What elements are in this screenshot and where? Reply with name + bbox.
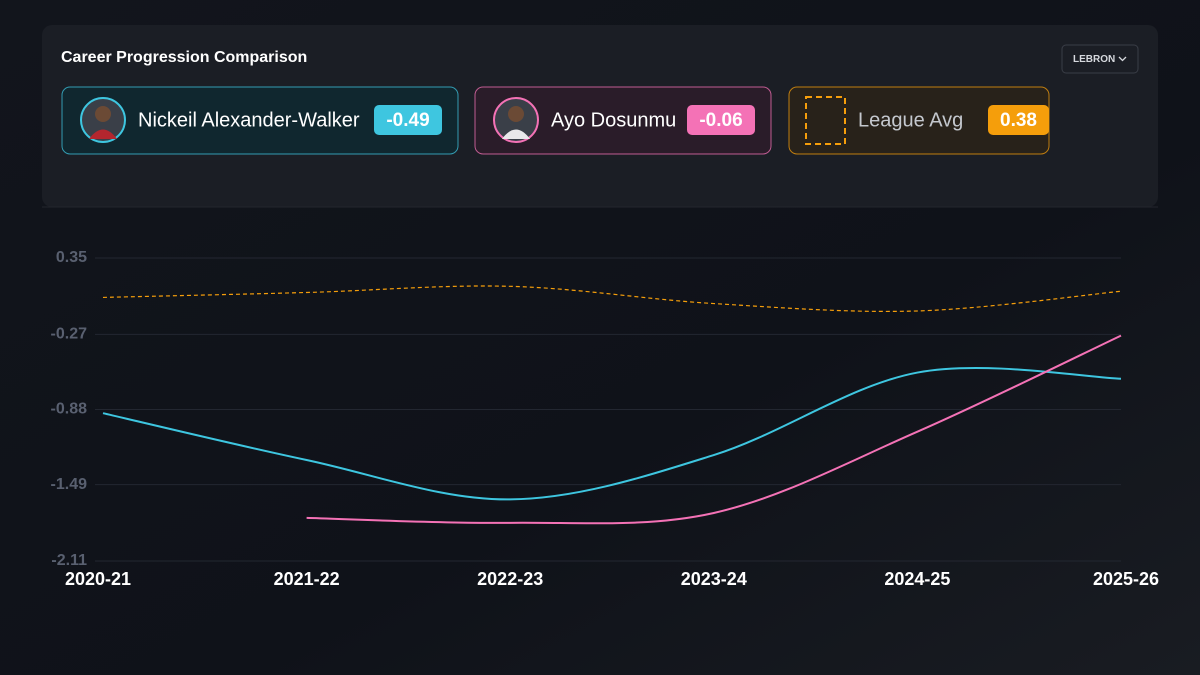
series-line xyxy=(306,334,1122,525)
value-badge-label: -0.06 xyxy=(699,110,742,131)
legend-card[interactable] xyxy=(61,86,459,155)
legend-name[interactable]: League Avg xyxy=(858,109,963,131)
avatar-head xyxy=(95,106,111,122)
legend-name[interactable]: Ayo Dosunmu xyxy=(551,109,676,131)
y-tick-label: -1.49 xyxy=(51,476,88,493)
metric-dropdown[interactable]: LEBRON xyxy=(1061,44,1139,74)
x-tick-label: 2025-26 xyxy=(1093,569,1159,589)
legend-name[interactable]: Nickeil Alexander-Walker xyxy=(138,109,360,131)
value-badge-label: -0.49 xyxy=(386,110,429,131)
value-badge-label: 0.38 xyxy=(1000,110,1037,131)
avatar-body xyxy=(502,129,530,139)
legend: Nickeil Alexander-Walker -0.49 Ayo Dosunmu… xyxy=(61,86,1050,155)
legend-item[interactable]: Nickeil Alexander-Walker -0.49 xyxy=(61,86,459,155)
x-tick-label: 2020-21 xyxy=(65,569,131,589)
x-tick-label: 2024-25 xyxy=(884,569,950,589)
y-tick-label: 0.35 xyxy=(56,249,87,266)
chevron xyxy=(1118,56,1127,62)
x-tick-label: 2023-24 xyxy=(681,569,747,589)
legend-item[interactable]: Ayo Dosunmu -0.06 xyxy=(474,86,772,155)
series-line xyxy=(102,366,1122,501)
dropdown-label[interactable]: LEBRON xyxy=(1073,54,1115,65)
value-badge xyxy=(687,105,755,135)
series-line xyxy=(102,285,1122,313)
x-tick-label: 2022-23 xyxy=(477,569,543,589)
y-tick-label: -2.11 xyxy=(51,552,87,569)
value-badge xyxy=(988,105,1049,135)
legend-card[interactable] xyxy=(474,86,772,155)
y-tick-label: -0.27 xyxy=(51,326,88,343)
avatar-head xyxy=(508,106,524,122)
y-tick-label: -0.88 xyxy=(51,401,88,418)
legend-item[interactable]: League Avg 0.38 xyxy=(788,86,1050,155)
dropdown-box[interactable] xyxy=(1061,44,1139,74)
avatar-body xyxy=(89,129,117,139)
x-tick-label: 2021-22 xyxy=(274,569,340,589)
value-badge xyxy=(374,105,442,135)
chart-title: Career Progression Comparison xyxy=(61,49,307,66)
legend-swatch xyxy=(805,96,846,145)
